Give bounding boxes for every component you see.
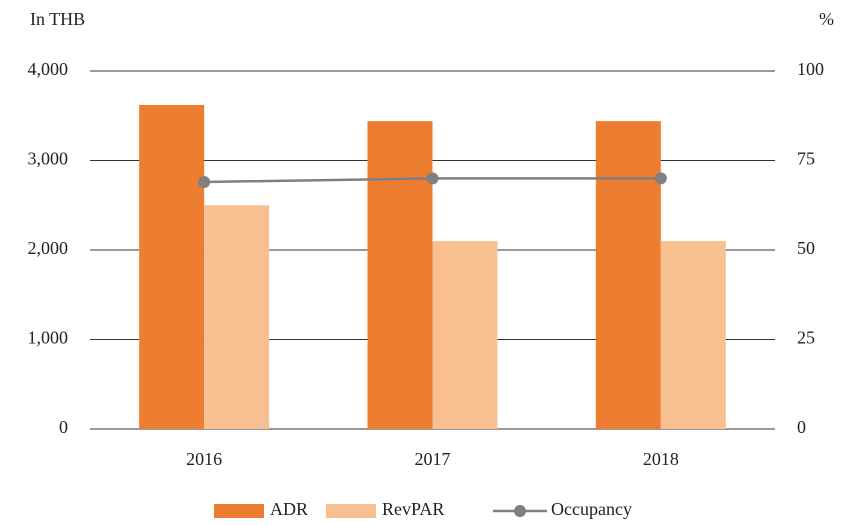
x-tick-label: 2017 [415, 449, 451, 469]
y2-tick-label: 25 [797, 328, 815, 348]
y-tick-label: 1,000 [28, 328, 69, 348]
legend-marker [514, 505, 526, 517]
bar [595, 121, 661, 430]
legend-label: RevPAR [382, 499, 444, 519]
line-marker [654, 172, 667, 185]
y2-tick-label: 75 [797, 149, 815, 169]
bar [432, 241, 498, 429]
legend-label: Occupancy [551, 499, 632, 519]
y2-tick-label: 50 [797, 238, 815, 258]
y-tick-label: 2,000 [28, 238, 69, 258]
legend-swatch [214, 504, 264, 518]
x-tick-label: 2016 [186, 449, 222, 469]
bar [139, 105, 205, 429]
y2-tick-label: 0 [797, 417, 806, 437]
bar [367, 121, 433, 430]
legend-swatch [326, 504, 376, 518]
line-marker [198, 175, 211, 188]
bar [204, 205, 270, 429]
legend-label: ADR [270, 499, 308, 519]
line-marker [426, 172, 439, 185]
y-tick-label: 0 [59, 417, 68, 437]
y-tick-label: 3,000 [28, 149, 69, 169]
y-axis-label: In THB [30, 9, 85, 29]
y2-axis-label: % [819, 9, 834, 29]
y2-tick-label: 100 [797, 59, 824, 79]
bar [660, 241, 726, 429]
x-tick-label: 2018 [643, 449, 679, 469]
y-tick-label: 4,000 [28, 59, 69, 79]
